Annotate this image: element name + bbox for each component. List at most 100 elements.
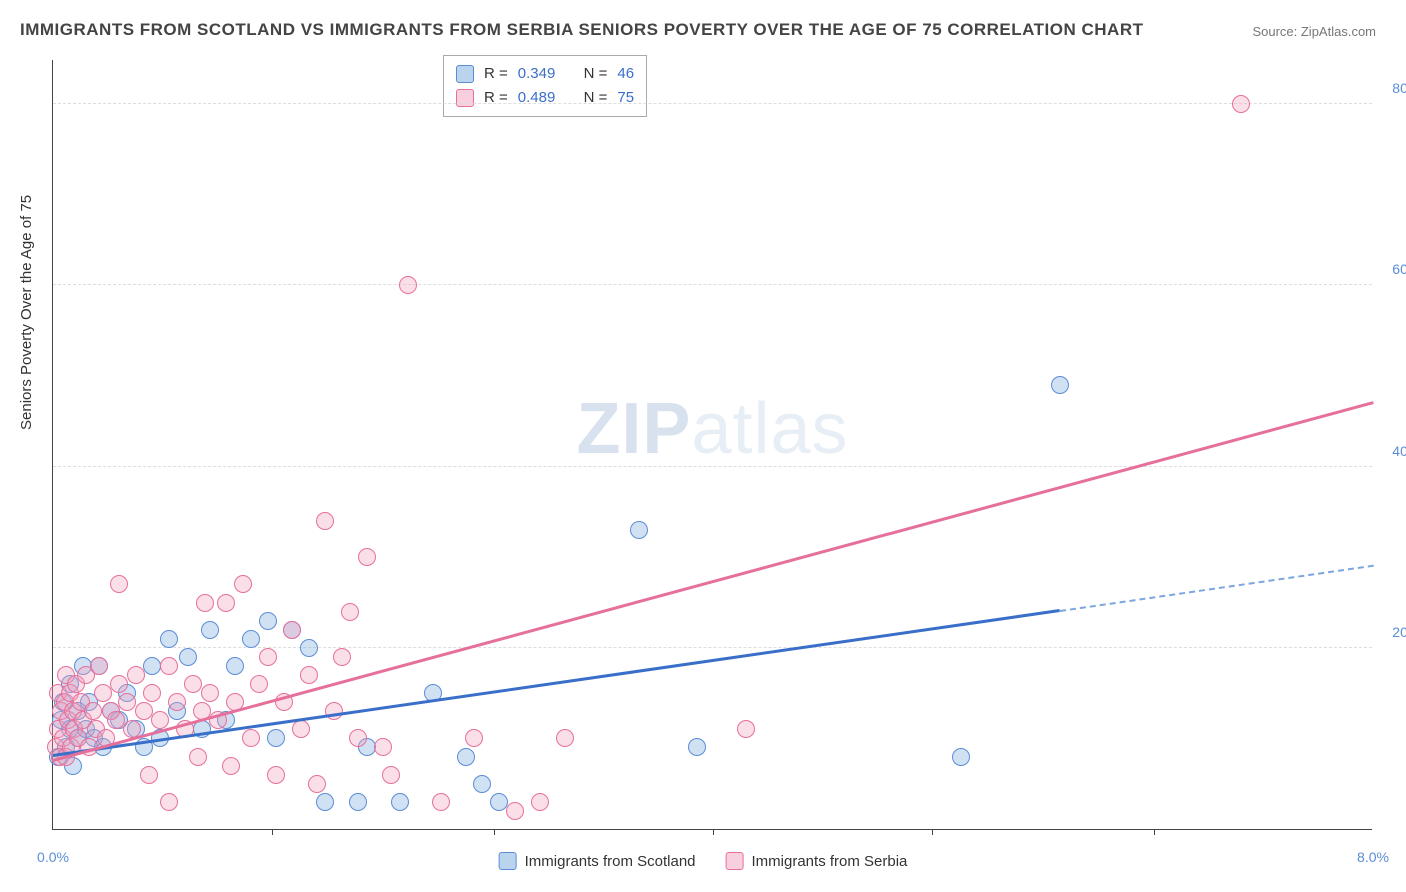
data-point-serbia	[316, 512, 334, 530]
legend-label-serbia: Immigrants from Serbia	[752, 853, 908, 870]
r-label: R =	[484, 62, 508, 86]
swatch-pink-icon	[726, 852, 744, 870]
data-point-serbia	[267, 766, 285, 784]
data-point-scotland	[490, 793, 508, 811]
data-point-serbia	[151, 711, 169, 729]
x-tick-label: 8.0%	[1357, 849, 1389, 865]
legend-item-serbia: Immigrants from Serbia	[726, 852, 908, 870]
n-label: N =	[584, 86, 608, 110]
data-point-scotland	[259, 612, 277, 630]
data-point-serbia	[217, 594, 235, 612]
data-point-scotland	[952, 748, 970, 766]
data-point-serbia	[333, 648, 351, 666]
data-point-scotland	[688, 738, 706, 756]
swatch-blue-icon	[499, 852, 517, 870]
x-tick-mark	[1154, 829, 1155, 835]
data-point-serbia	[143, 684, 161, 702]
data-point-serbia	[160, 793, 178, 811]
data-point-serbia	[189, 748, 207, 766]
data-point-scotland	[201, 621, 219, 639]
data-point-serbia	[94, 684, 112, 702]
n-value: 46	[617, 62, 634, 86]
data-point-serbia	[118, 693, 136, 711]
data-point-serbia	[432, 793, 450, 811]
data-point-serbia	[300, 666, 318, 684]
data-point-scotland	[160, 630, 178, 648]
r-value: 0.489	[518, 86, 556, 110]
data-point-scotland	[226, 657, 244, 675]
y-tick-label: 40.0%	[1392, 443, 1406, 459]
chart-title: IMMIGRANTS FROM SCOTLAND VS IMMIGRANTS F…	[20, 20, 1144, 40]
data-point-serbia	[110, 675, 128, 693]
data-point-serbia	[84, 702, 102, 720]
stats-row-serbia: R = 0.489 N = 75	[456, 86, 634, 110]
gridline-horizontal	[53, 466, 1372, 467]
data-point-serbia	[127, 666, 145, 684]
data-point-serbia	[465, 729, 483, 747]
data-point-serbia	[374, 738, 392, 756]
data-point-serbia	[349, 729, 367, 747]
data-point-serbia	[737, 720, 755, 738]
data-point-serbia	[110, 575, 128, 593]
gridline-horizontal	[53, 103, 1372, 104]
data-point-serbia	[531, 793, 549, 811]
data-point-serbia	[135, 702, 153, 720]
data-point-serbia	[250, 675, 268, 693]
data-point-scotland	[473, 775, 491, 793]
data-point-serbia	[1232, 95, 1250, 113]
data-point-scotland	[316, 793, 334, 811]
data-point-serbia	[107, 711, 125, 729]
data-point-serbia	[341, 603, 359, 621]
data-point-serbia	[506, 802, 524, 820]
n-label: N =	[584, 62, 608, 86]
data-point-scotland	[300, 639, 318, 657]
legend-item-scotland: Immigrants from Scotland	[499, 852, 696, 870]
scatter-plot-area: ZIPatlas R =0.349 N =46R =0.489 N =75 20…	[52, 60, 1372, 830]
data-point-serbia	[140, 766, 158, 784]
data-point-scotland	[349, 793, 367, 811]
data-point-scotland	[242, 630, 260, 648]
swatch-scotland-icon	[456, 65, 474, 83]
data-point-serbia	[382, 766, 400, 784]
data-point-serbia	[283, 621, 301, 639]
data-point-serbia	[160, 657, 178, 675]
data-point-serbia	[234, 575, 252, 593]
data-point-scotland	[630, 521, 648, 539]
gridline-horizontal	[53, 284, 1372, 285]
data-point-serbia	[556, 729, 574, 747]
data-point-scotland	[267, 729, 285, 747]
y-tick-label: 20.0%	[1392, 624, 1406, 640]
r-value: 0.349	[518, 62, 556, 86]
series-legend: Immigrants from Scotland Immigrants from…	[499, 852, 908, 870]
data-point-scotland	[1051, 376, 1069, 394]
watermark-light: atlas	[691, 389, 848, 469]
y-tick-label: 80.0%	[1392, 80, 1406, 96]
data-point-scotland	[457, 748, 475, 766]
data-point-serbia	[308, 775, 326, 793]
data-point-serbia	[184, 675, 202, 693]
r-label: R =	[484, 86, 508, 110]
x-tick-mark	[932, 829, 933, 835]
y-axis-label: Seniors Poverty Over the Age of 75	[18, 195, 35, 430]
data-point-scotland	[391, 793, 409, 811]
data-point-serbia	[399, 276, 417, 294]
swatch-serbia-icon	[456, 89, 474, 107]
x-tick-mark	[494, 829, 495, 835]
x-tick-mark	[272, 829, 273, 835]
data-point-serbia	[358, 548, 376, 566]
correlation-stats-box: R = 0.349 N = 46 R = 0.489 N = 75	[443, 55, 647, 117]
trend-line-scotland-dash	[1059, 564, 1373, 611]
data-point-serbia	[196, 594, 214, 612]
data-point-serbia	[90, 657, 108, 675]
data-point-serbia	[242, 729, 260, 747]
data-point-scotland	[179, 648, 197, 666]
data-point-serbia	[259, 648, 277, 666]
data-point-serbia	[201, 684, 219, 702]
watermark-bold: ZIP	[576, 389, 691, 469]
data-point-serbia	[222, 757, 240, 775]
n-value: 75	[617, 86, 634, 110]
x-tick-label: 0.0%	[37, 849, 69, 865]
y-tick-label: 60.0%	[1392, 261, 1406, 277]
x-tick-mark	[713, 829, 714, 835]
data-point-serbia	[325, 702, 343, 720]
